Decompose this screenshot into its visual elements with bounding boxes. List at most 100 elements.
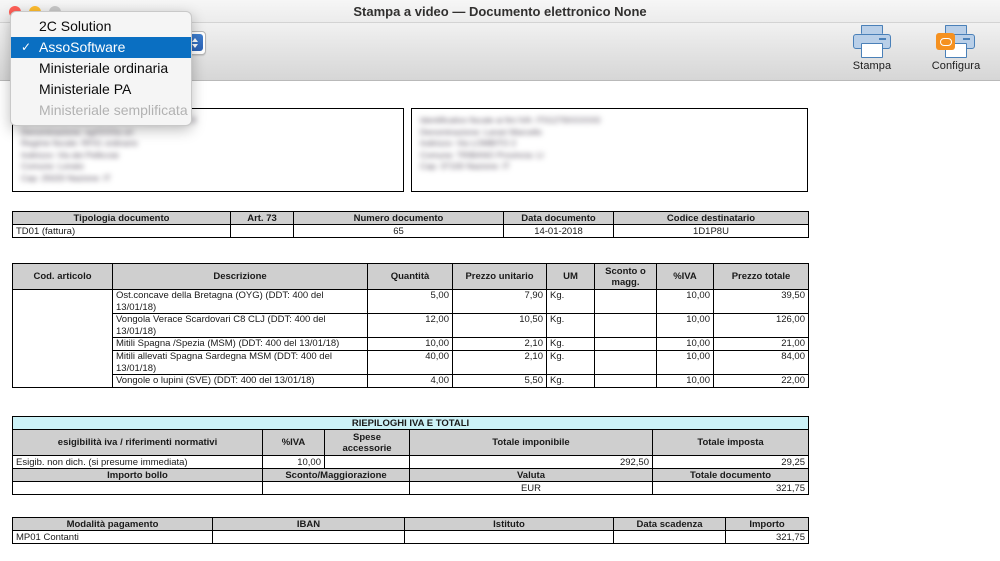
- cell-sconto: [594, 350, 657, 375]
- cell-quantita: 12,00: [367, 313, 453, 338]
- table-row: Mitili allevati Spagna Sardegna MSM (DDT…: [13, 350, 809, 375]
- cell-data-scadenza: [613, 530, 726, 544]
- table-row: Ost.concave della Bretagna (OYG) (DDT: 4…: [12, 289, 809, 388]
- col-cod-articolo: Cod. articolo: [12, 263, 113, 290]
- table-header-row: Tipologia documento Art. 73 Numero docum…: [12, 211, 809, 225]
- cell-importo-bollo: [12, 481, 263, 495]
- cell-codice-destinatario: 1D1P8U: [613, 224, 809, 238]
- cell-prezzo-unitario: 10,50: [452, 313, 547, 338]
- cell-descrizione: Vongole o lupini (SVE) (DDT: 400 del 13/…: [112, 374, 368, 388]
- col-modalita-pagamento: Modalità pagamento: [12, 517, 213, 531]
- document-preview: Identificativo fiscale ai fini IVA: IT01…: [0, 81, 1000, 561]
- col-codice-destinatario: Codice destinatario: [613, 211, 809, 225]
- cell-iva: 10,00: [656, 337, 714, 351]
- cell-tipologia-documento: TD01 (fattura): [12, 224, 231, 238]
- toolbar-items: Stampa Configura: [838, 25, 990, 72]
- cell-modalita-pagamento: MP01 Contanti: [12, 530, 213, 544]
- table-header-row: Cod. articolo Descrizione Quantità Prezz…: [12, 263, 809, 290]
- col-data-documento: Data documento: [503, 211, 614, 225]
- cell-quantita: 40,00: [367, 350, 453, 375]
- menu-item-label: 2C Solution: [39, 18, 112, 34]
- cell-descrizione: Vongola Verace Scardovari C8 CLJ (DDT: 4…: [112, 313, 368, 338]
- cell-iva: 10,00: [656, 289, 714, 314]
- printer-configure-icon: [936, 25, 976, 59]
- cell-sconto: [594, 313, 657, 338]
- col-istituto: Istituto: [404, 517, 614, 531]
- cell-quantita: 5,00: [367, 289, 453, 314]
- col-sconto-o-magg: Sconto o magg.: [594, 263, 657, 290]
- cell-art-73: [230, 224, 294, 238]
- menu-item-ministeriale-pa[interactable]: Ministeriale PA: [11, 79, 191, 100]
- cell-prezzo-unitario: 5,50: [452, 374, 547, 388]
- cell-totale-imponibile: 292,50: [409, 455, 653, 469]
- col-totale-imposta: Totale imposta: [651, 429, 810, 456]
- col-esigibilita-iva: esigibilità iva / riferimenti normativi: [12, 429, 263, 456]
- cell-descrizione: Ost.concave della Bretagna (OYG) (DDT: 4…: [112, 289, 368, 314]
- menu-item-2c-solution[interactable]: 2C Solution: [11, 16, 191, 37]
- table-row: TD01 (fattura) 65 14-01-2018 1D1P8U: [12, 224, 809, 238]
- cell-iva: 10,00: [262, 455, 325, 469]
- vat-summary-banner: RIEPILOGHI IVA E TOTALI: [11, 416, 810, 430]
- layout-select-popup[interactable]: 2C Solution ✓ AssoSoftware Ministeriale …: [10, 11, 192, 126]
- cell-numero-documento: 65: [293, 224, 504, 238]
- cell-iban: [212, 530, 405, 544]
- payment-table: Modalità pagamento IBAN Istituto Data sc…: [12, 517, 809, 544]
- cell-prezzo-totale: 84,00: [713, 350, 809, 375]
- table-header-row: esigibilità iva / riferimenti normativi …: [12, 429, 810, 456]
- cell-iva: 10,00: [656, 350, 714, 375]
- toolbar-button-stampa-label: Stampa: [852, 60, 892, 72]
- menu-item-ministeriale-semplificata: Ministeriale semplificata: [11, 100, 191, 121]
- col-numero-documento: Numero documento: [293, 211, 504, 225]
- cell-descrizione: Mitili Spagna /Spezia (MSM) (DDT: 400 de…: [112, 337, 368, 351]
- menu-item-assosoftware[interactable]: ✓ AssoSoftware: [11, 37, 191, 58]
- cell-prezzo-totale: 21,00: [713, 337, 809, 351]
- cell-um: Kg.: [546, 313, 595, 338]
- vat-summary-table: RIEPILOGHI IVA E TOTALI esigibilità iva …: [11, 416, 810, 495]
- cell-prezzo-totale: 126,00: [713, 313, 809, 338]
- cell-um: Kg.: [546, 374, 595, 388]
- table-row: Esigib. non dich. (si presume immediata)…: [12, 455, 810, 469]
- col-importo-bollo: Importo bollo: [12, 468, 263, 482]
- vat-summary-banner-row: RIEPILOGHI IVA E TOTALI: [11, 416, 810, 430]
- recipient-address-text: Identificativo fiscale ai fini IVA: IT01…: [420, 115, 601, 172]
- cell-prezzo-unitario: 2,10: [452, 337, 547, 351]
- cell-sconto: [594, 374, 657, 388]
- cell-importo: 321,75: [725, 530, 809, 544]
- cell-prezzo-totale: 22,00: [713, 374, 809, 388]
- col-valuta: Valuta: [409, 468, 653, 482]
- table-header-row: Modalità pagamento IBAN Istituto Data sc…: [12, 517, 809, 531]
- checkmark-icon: ✓: [21, 40, 32, 54]
- cell-quantita: 10,00: [367, 337, 453, 351]
- cell-sconto-maggiorazione: [262, 481, 410, 495]
- toolbar-button-stampa[interactable]: Stampa: [838, 25, 906, 72]
- cell-valuta: EUR: [409, 481, 653, 495]
- col-descrizione: Descrizione: [112, 263, 368, 290]
- menu-item-label: AssoSoftware: [39, 39, 126, 55]
- col-totale-imponibile: Totale imponibile: [409, 429, 653, 456]
- cell-spese-accessorie: [324, 455, 410, 469]
- col-iva: %IVA: [656, 263, 714, 290]
- col-iva: %IVA: [262, 429, 325, 456]
- cell-sconto: [594, 289, 657, 314]
- cell-totale-imposta: 29,25: [651, 455, 810, 469]
- cell-um: Kg.: [546, 289, 595, 314]
- table-row: Vongola Verace Scardovari C8 CLJ (DDT: 4…: [13, 313, 809, 338]
- cell-iva: 10,00: [656, 374, 714, 388]
- cell-iva: 10,00: [656, 313, 714, 338]
- cell-prezzo-totale: 39,50: [713, 289, 809, 314]
- cell-prezzo-unitario: 2,10: [452, 350, 547, 375]
- menu-item-label: Ministeriale PA: [39, 81, 132, 97]
- col-data-scadenza: Data scadenza: [613, 517, 726, 531]
- col-art-73: Art. 73: [230, 211, 294, 225]
- totals-header-row: Importo bollo Sconto/Maggiorazione Valut…: [12, 468, 810, 482]
- cell-cod-articolo: [12, 289, 113, 388]
- col-spese-accessorie: Spese accessorie: [324, 429, 410, 456]
- menu-item-label: Ministeriale semplificata: [39, 102, 188, 118]
- cell-descrizione: Mitili allevati Spagna Sardegna MSM (DDT…: [112, 350, 368, 375]
- cell-um: Kg.: [546, 337, 595, 351]
- menu-item-ministeriale-ordinaria[interactable]: Ministeriale ordinaria: [11, 58, 191, 79]
- cell-esigibilita-iva: Esigib. non dich. (si presume immediata): [12, 455, 263, 469]
- toolbar-button-configura[interactable]: Configura: [922, 25, 990, 72]
- cell-um: Kg.: [546, 350, 595, 375]
